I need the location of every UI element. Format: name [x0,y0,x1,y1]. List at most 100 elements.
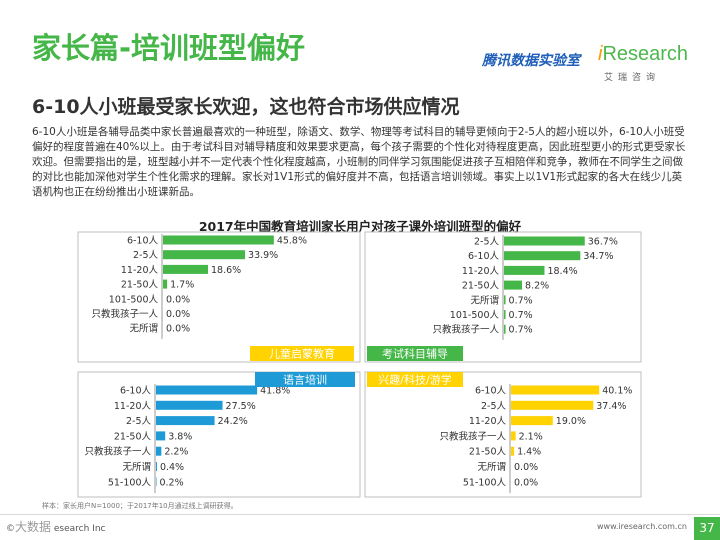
panel-3-category-label: 6-10人 [120,386,152,397]
panel-3-frame [77,371,361,498]
panel-1-category-label: 只教我孩子一人 [91,308,158,320]
panel-4-value-label: 19.0% [556,416,586,427]
iresearch-logo: iResearch [598,43,688,66]
panel-3-value-label: 0.2% [159,477,183,488]
panel-4-category-label: 只教我孩子一人 [439,430,506,442]
panel-1-bar [163,279,168,289]
panel-3-tag-label: 语言培训 [283,373,327,387]
panel-3-category-label: 只教我孩子一人 [84,446,151,458]
panel-2-value-label: 34.7% [583,251,613,262]
panel-2-category-label: 2-5人 [474,237,500,248]
panel-1-tag-label: 儿童启蒙教育 [269,347,335,361]
panel-1-category-label: 6-10人 [127,236,159,247]
panel-2-value-label: 0.7% [509,325,533,336]
footer-company: esearch Inc [53,524,106,534]
panel-4-bar [511,431,516,441]
panel-2-category-label: 无所谓 [470,294,499,306]
panel-3-bar [156,446,162,456]
footer-url[interactable]: www.iresearch.com.cn [597,522,687,531]
panel-4-category-label: 11-20人 [469,416,507,427]
panel-1-category-label: 101-500人 [109,294,159,305]
panel-3-category-label: 11-20人 [114,401,152,412]
panel-2-tag-bg [367,346,463,361]
iresearch-logo-i: i [598,43,603,65]
panel-4-bar [511,416,553,426]
panel-1-value-label: 45.8% [277,236,307,247]
panel-2-value-label: 36.7% [588,237,618,248]
panel-1-tag-bg [250,346,354,361]
panel-3-category-label: 无所谓 [122,461,151,473]
panel-3-bar [156,385,258,395]
panel-3-bar [156,431,166,441]
panel-4-value-label: 37.4% [596,401,626,412]
panel-1-value-label: 33.9% [248,250,278,261]
panel-1-frame [77,231,361,363]
panel-3-tag-bg [255,372,355,387]
panel-1-value-label: 18.6% [211,265,241,276]
footer-copyright: ©大数据 esearch Inc [6,518,106,535]
panel-2-value-label: 0.7% [509,310,533,321]
panel-2-bar [504,251,581,261]
panel-1-value-label: 0.0% [166,324,190,335]
panel-4-category-label: 21-50人 [469,447,507,458]
panel-2-tag-label: 考试科目辅导 [382,347,448,361]
panel-3-bar [156,462,157,471]
panel-3-value-label: 41.8% [260,386,290,397]
iresearch-logo-subtitle: 艾瑞咨询 [604,73,661,83]
iresearch-logo-text: Research [602,43,689,65]
panel-4-value-label: 2.1% [519,431,543,442]
panel-2-bar [504,236,585,246]
chart-title: 2017年中国教育培训家长用户对孩子课外培训班型的偏好 [198,219,522,234]
panel-1-category-label: 11-20人 [121,265,159,276]
panel-2-category-label: 101-500人 [450,310,500,321]
panel-3-bar [156,416,215,426]
panel-3-category-label: 21-50人 [114,431,152,442]
panel-1-bar [163,264,209,274]
panel-2-bar [504,295,506,305]
page-number: 37 [694,517,720,540]
panel-1-category-label: 21-50人 [121,280,159,291]
panel-2-bar [504,310,506,319]
panel-2-bar [504,265,545,275]
panel-2-bar [504,280,523,290]
body-paragraph: 6-10人小班是各辅导品类中家长普遍最喜欢的一种班型，除语文、数学、物理等考试科… [32,126,686,198]
panel-1-category-label: 2-5人 [133,250,159,261]
panel-4-tag-bg [367,372,463,387]
panel-4-value-label: 0.0% [514,462,538,473]
panel-3-value-label: 0.4% [160,462,184,473]
panel-2-frame [364,231,642,363]
panel-1-bar [163,250,246,260]
panel-4-bar [511,446,515,456]
panel-4-bar [511,385,600,395]
panel-4-category-label: 6-10人 [475,386,507,397]
panel-1-bar [163,235,274,245]
copyright-icon: © [6,524,15,534]
panel-3-category-label: 51-100人 [108,477,152,488]
panel-4-frame [364,371,642,498]
panel-1-value-label: 0.0% [166,294,190,305]
panel-4-category-label: 2-5人 [481,401,507,412]
panel-2-category-label: 6-10人 [468,251,500,262]
panel-3-category-label: 2-5人 [126,416,152,427]
panel-3-bar [156,400,223,410]
panel-4-tag-label: 兴趣/科技/游学 [378,373,451,387]
panel-4-value-label: 1.4% [517,447,541,458]
panel-4-category-label: 51-100人 [463,477,507,488]
panel-2-category-label: 只教我孩子一人 [432,324,499,336]
panel-4-value-label: 0.0% [514,477,538,488]
panel-2-value-label: 0.7% [509,295,533,306]
footer-divider [0,514,720,515]
panel-1-value-label: 1.7% [170,280,194,291]
panel-3-value-label: 3.8% [168,431,192,442]
panel-4-bar [511,400,594,410]
panel-1-value-label: 0.0% [166,309,190,320]
watermark-text: 大数据 [15,520,52,534]
panel-2-value-label: 18.4% [547,266,577,277]
panel-2-bar [504,324,506,334]
panel-3-value-label: 27.5% [226,401,256,412]
panel-3-value-label: 2.2% [164,447,188,458]
panel-4-category-label: 无所谓 [477,461,506,473]
panel-2-category-label: 11-20人 [462,266,500,277]
panel-3-value-label: 24.2% [218,416,248,427]
